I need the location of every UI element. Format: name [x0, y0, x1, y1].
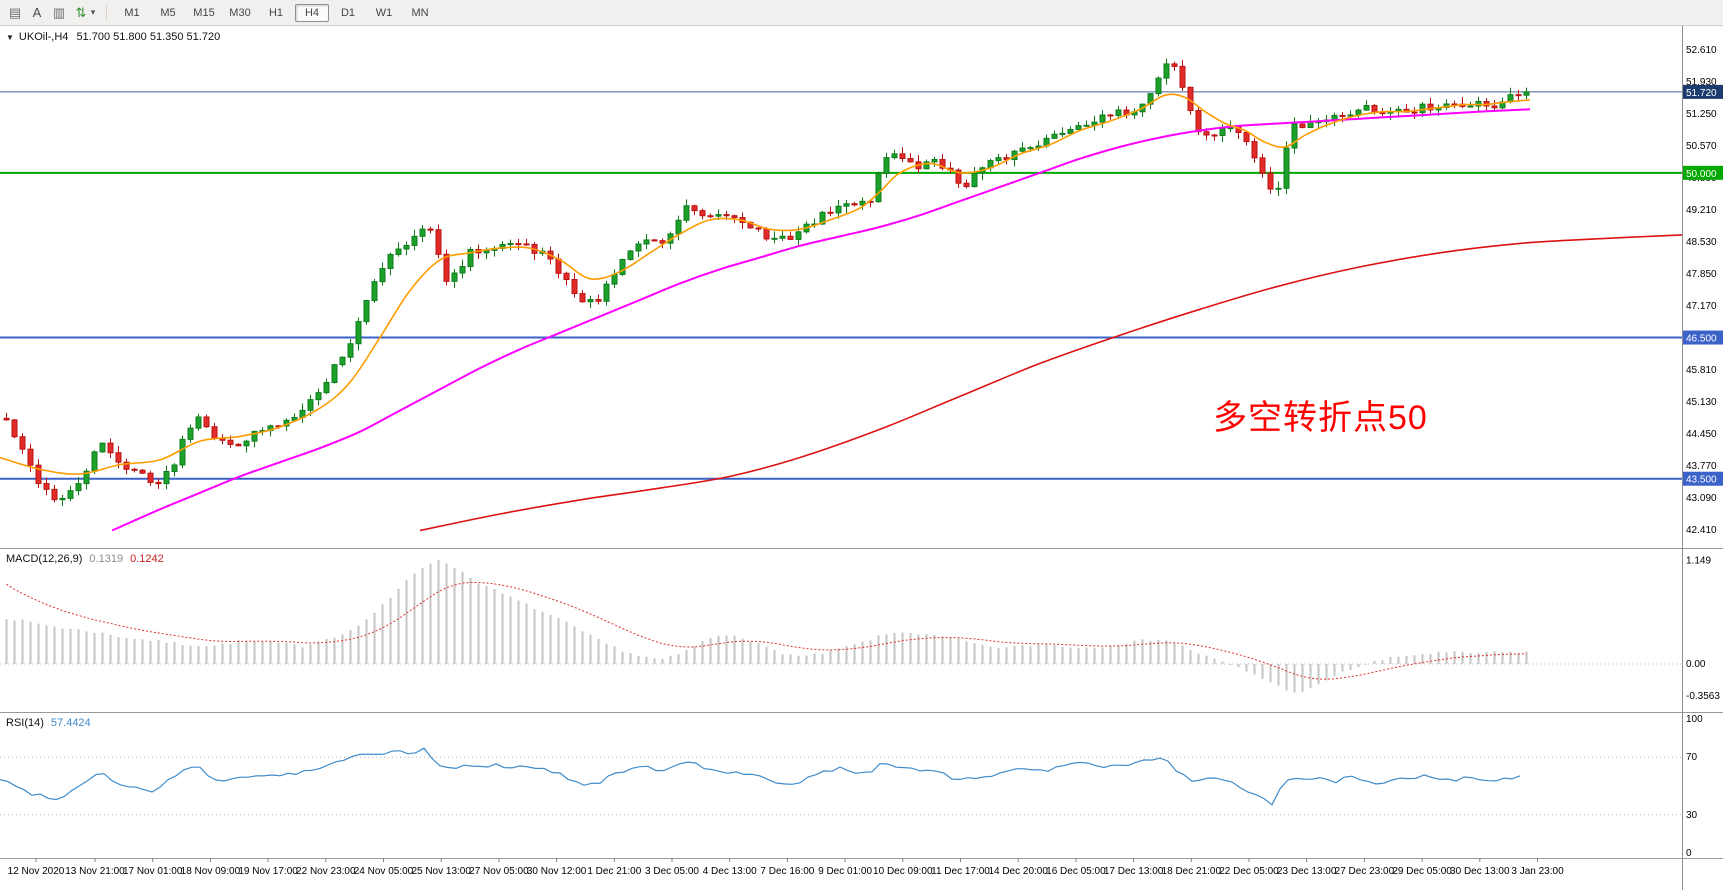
rsi-axis-label: 30	[1686, 810, 1698, 821]
rsi-line	[0, 747, 1521, 806]
macd-label: MACD(12,26,9)	[6, 553, 83, 565]
price-tick-label: 50.570	[1686, 141, 1717, 152]
macd-axis-label: -0.3563	[1686, 691, 1720, 702]
time-label: 17 Nov 01:00	[123, 866, 183, 877]
dropdown-caret-icon[interactable]: ▾	[90, 7, 96, 17]
price-tick-label: 51.930	[1686, 77, 1717, 88]
time-label: 3 Dec 05:00	[645, 866, 699, 877]
price-tick-label: 51.250	[1686, 109, 1717, 120]
rsi-label-row: RSI(14) 57.4424	[6, 717, 98, 729]
toolbar: ▤ A ▥ ⇅ ▾ M1 M5 M15 M30 H1 H4 D1 W1 MN	[0, 0, 1723, 26]
macd-panel	[0, 560, 1682, 693]
time-label: 18 Dec 21:00	[1162, 866, 1222, 877]
ma-mid-line	[111, 108, 1531, 532]
timeframe-button-m30[interactable]: M30	[229, 6, 251, 19]
price-tick-label: 49.210	[1686, 205, 1717, 216]
time-label: 11 Dec 17:00	[931, 866, 990, 877]
macd-signal-line	[6, 581, 1527, 680]
symbol-dropdown-icon[interactable]: ▼	[6, 33, 14, 42]
cursor-text-icon[interactable]: A	[32, 5, 42, 20]
price-tick-label: 43.090	[1686, 493, 1717, 504]
price-tick-label: 48.530	[1686, 237, 1717, 248]
rsi-label: RSI(14)	[6, 717, 44, 729]
timeframe-button-d1[interactable]: D1	[340, 6, 356, 19]
time-label: 18 Nov 09:00	[181, 866, 241, 877]
price-tick-label: 52.610	[1686, 45, 1717, 56]
rsi-axis-label: 0	[1686, 848, 1692, 859]
price-tick-label: 45.130	[1686, 397, 1717, 408]
price-tick-label: 44.450	[1686, 429, 1717, 440]
time-label: 13 Nov 21:00	[65, 866, 125, 877]
time-label: 9 Dec 01:00	[818, 866, 872, 877]
time-label: 12 Nov 2020	[8, 866, 65, 877]
time-label: 29 Dec 05:00	[1392, 866, 1452, 877]
price-badge-label: 46.500	[1686, 334, 1717, 345]
price-badge-label: 50.000	[1686, 169, 1717, 180]
macd-axis-label: 0.00	[1686, 659, 1706, 670]
toolbar-icon-group: ▤ A ▥ ⇅ ▾	[4, 3, 98, 23]
time-label: 23 Dec 13:00	[1277, 866, 1337, 877]
time-label: 4 Dec 13:00	[703, 866, 757, 877]
price-badge-43.500	[1683, 471, 1723, 486]
time-label: 1 Dec 21:00	[587, 866, 641, 877]
time-label: 24 Nov 05:00	[354, 866, 414, 877]
time-label: 17 Dec 13:00	[1104, 866, 1164, 877]
chart-window-icon[interactable]: ▥	[52, 4, 66, 20]
timeframe-button-m5[interactable]: M5	[160, 6, 176, 19]
time-label: 16 Dec 05:00	[1046, 866, 1106, 877]
time-label: 27 Nov 05:00	[469, 866, 529, 877]
timeframe-button-mn[interactable]: MN	[411, 6, 429, 19]
timeframe-button-m1[interactable]: M1	[124, 6, 140, 19]
price-tick-label: 45.810	[1686, 365, 1717, 376]
price-scale[interactable]: 52.61051.93051.25050.57049.89049.21048.5…	[1683, 45, 1723, 859]
price-tick-label: 47.170	[1686, 301, 1717, 312]
symbol-label: UKOil-,H4	[18, 31, 69, 43]
price-badge-label: 51.720	[1686, 88, 1717, 99]
price-tick-label: 42.410	[1686, 525, 1717, 536]
annotation-text[interactable]: 多空转折点50	[1213, 399, 1428, 437]
timeframe-group: M1 M5 M15 M30 H1 H4 D1 W1 MN	[115, 3, 437, 22]
toolbar-separator	[106, 4, 107, 21]
time-label: 25 Nov 13:00	[411, 866, 471, 877]
price-badge-label: 43.500	[1686, 475, 1717, 486]
price-badge-50.000	[1683, 165, 1723, 180]
time-label: 22 Nov 23:00	[296, 866, 356, 877]
macd-axis-label: 1.149	[1686, 556, 1711, 567]
chart-symbol-row: ▼ UKOil-,H4 51.700 51.800 51.350 51.720	[6, 31, 220, 43]
price-badge-51.720	[1683, 84, 1723, 99]
time-label: 22 Dec 05:00	[1219, 866, 1279, 877]
time-label: 14 Dec 20:00	[988, 866, 1048, 877]
time-label: 10 Dec 09:00	[873, 866, 933, 877]
rsi-axis-label: 70	[1686, 752, 1698, 763]
time-label: 27 Dec 23:00	[1335, 866, 1395, 877]
timeframe-button-w1[interactable]: W1	[375, 6, 393, 19]
time-label: 30 Nov 12:00	[527, 866, 587, 877]
tick-chart-icon[interactable]: ▤	[8, 4, 22, 20]
price-tick-label: 43.770	[1686, 461, 1717, 472]
ma-slow-line	[419, 234, 1682, 532]
macd-value-main: 0.1319	[89, 553, 124, 565]
timeframe-button-m15[interactable]: M15	[193, 6, 215, 19]
macd-value-signal: 0.1242	[130, 553, 164, 565]
ma-fast-line	[0, 93, 1531, 475]
auto-scroll-arrows-icon[interactable]: ⇅	[75, 4, 87, 20]
rsi-panel	[0, 747, 1682, 816]
time-label: 7 Dec 16:00	[760, 866, 814, 877]
price-badge-46.500	[1683, 330, 1723, 345]
macd-label-row: MACD(12,26,9) 0.1319 0.1242	[6, 553, 171, 565]
time-label: 30 Dec 13:00	[1450, 866, 1510, 877]
price-panel	[0, 58, 1682, 532]
time-label: 19 Nov 17:00	[238, 866, 298, 877]
price-tick-label: 47.850	[1686, 269, 1717, 280]
ohlc-values: 51.700 51.800 51.350 51.720	[76, 31, 221, 43]
rsi-axis-label: 100	[1686, 714, 1703, 725]
timeframe-button-h1[interactable]: H1	[268, 6, 284, 19]
timeframe-button-h4[interactable]: H4	[295, 3, 329, 22]
rsi-value: 57.4424	[50, 717, 91, 729]
time-label: 3 Jan 23:00	[1511, 866, 1564, 877]
